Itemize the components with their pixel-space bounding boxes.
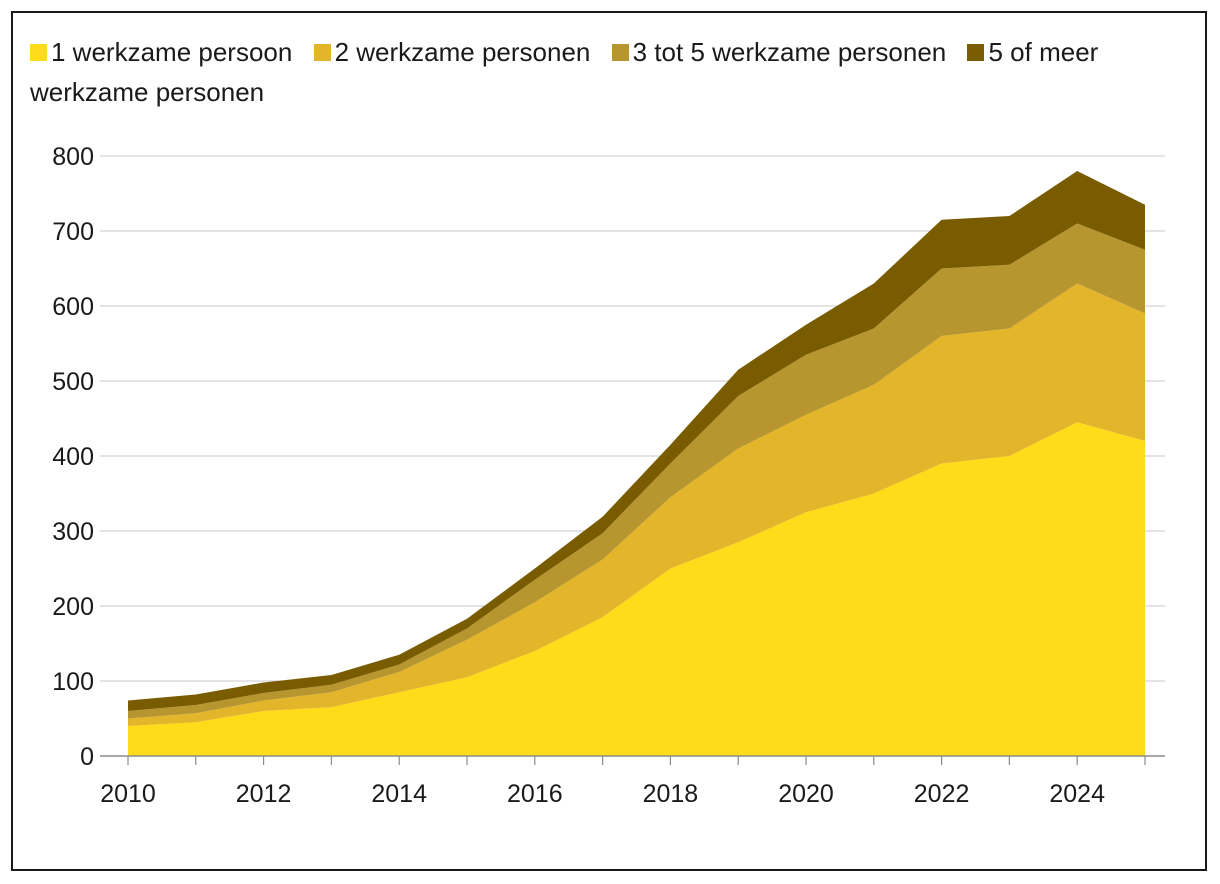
legend-label: 5 of meer werkzame personen [30,37,1099,107]
legend-item: 1 werkzame persoon [30,37,292,67]
y-tick-label: 300 [52,518,94,546]
legend-swatch [30,44,47,61]
legend-item: 5 of meer werkzame personen [30,37,1098,107]
legend-swatch [967,44,985,61]
legend-label: 2 werkzame personen [334,37,591,67]
legend-item: 3 tot 5 werkzame personen [611,37,947,67]
legend: 1 werkzame persoon 2 werkzame personen 3… [30,32,1160,112]
y-tick-label: 100 [52,668,94,696]
x-tick-label: 2010 [100,780,156,808]
x-tick-label: 2024 [1049,780,1105,808]
x-tick-label: 2016 [507,780,563,808]
legend-label: 1 werkzame persoon [51,37,293,67]
axes: 2010 2012 2014 2016 2018 2020 2022 2024 0 100 200 3… [52,143,1165,808]
x-tick-label: 2014 [371,780,427,808]
area-series-4 [128,171,1145,711]
area-series [128,171,1145,756]
legend-swatch [313,44,331,61]
area-series-1 [128,422,1145,756]
y-tick-label: 600 [52,293,94,321]
y-tick-label: 200 [52,593,94,621]
area-series-2 [128,283,1145,726]
legend-swatch [611,44,629,61]
y-tick-label: 800 [52,143,94,171]
x-tick-label: 2022 [914,780,970,808]
legend-item: 2 werkzame personen [313,37,591,67]
y-tick-label: 500 [52,368,94,396]
area-series-3 [128,223,1145,719]
y-tick-label: 700 [52,218,94,246]
x-tick-label: 2012 [236,780,292,808]
x-tick-label: 2020 [778,780,834,808]
y-tick-label: 0 [80,743,94,771]
legend-label: 3 tot 5 werkzame personen [632,37,947,67]
x-tick-label: 2018 [643,780,699,808]
y-tick-label: 400 [52,443,94,471]
